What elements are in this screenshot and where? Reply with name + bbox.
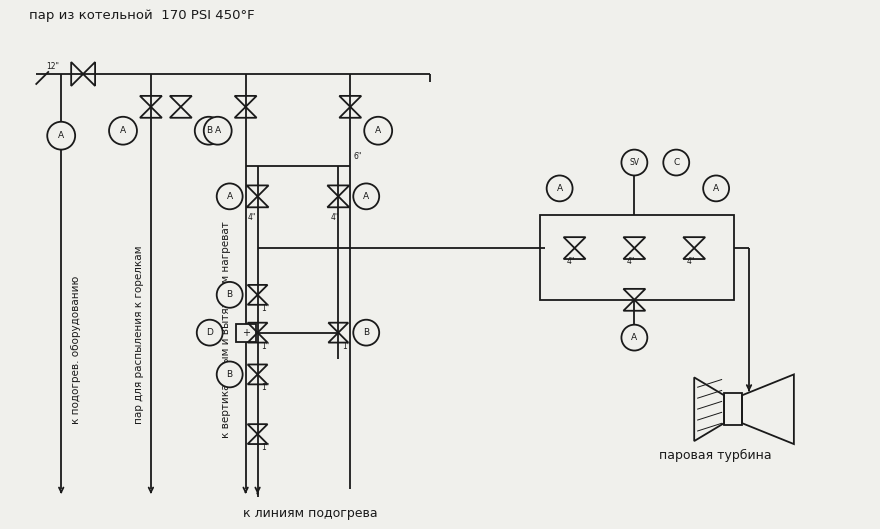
Text: +: + bbox=[242, 327, 250, 338]
Text: B: B bbox=[227, 370, 232, 379]
Text: A: A bbox=[556, 184, 562, 193]
Text: пар из котельной  170 PSI 450°F: пар из котельной 170 PSI 450°F bbox=[29, 10, 255, 22]
Text: A: A bbox=[631, 333, 637, 342]
Text: 4": 4" bbox=[330, 213, 339, 222]
Circle shape bbox=[204, 117, 231, 144]
Bar bbox=[236, 324, 255, 342]
Circle shape bbox=[194, 117, 223, 144]
Circle shape bbox=[48, 122, 75, 150]
Circle shape bbox=[546, 176, 573, 202]
Circle shape bbox=[621, 325, 648, 351]
Circle shape bbox=[216, 184, 243, 209]
Text: 4": 4" bbox=[686, 257, 694, 266]
Circle shape bbox=[216, 361, 243, 387]
Text: A: A bbox=[375, 126, 381, 135]
Text: 1": 1" bbox=[261, 384, 270, 393]
Text: A: A bbox=[227, 192, 232, 201]
Text: к вертикальным и вытяжным нагреват: к вертикальным и вытяжным нагреват bbox=[221, 221, 231, 438]
Circle shape bbox=[197, 320, 223, 345]
Text: 1": 1" bbox=[261, 304, 270, 313]
Text: D: D bbox=[206, 328, 213, 337]
Text: 1": 1" bbox=[342, 342, 350, 351]
Text: A: A bbox=[120, 126, 126, 135]
Text: к линиям подогрева: к линиям подогрева bbox=[243, 507, 378, 519]
Text: C: C bbox=[673, 158, 679, 167]
Text: B: B bbox=[363, 328, 370, 337]
Circle shape bbox=[109, 117, 137, 144]
Circle shape bbox=[664, 150, 689, 176]
Circle shape bbox=[353, 320, 379, 345]
Text: 6": 6" bbox=[353, 152, 362, 161]
Text: A: A bbox=[215, 126, 221, 135]
Bar bbox=[539, 215, 734, 300]
Text: 4": 4" bbox=[247, 213, 256, 222]
Text: A: A bbox=[713, 184, 719, 193]
Text: паровая турбина: паровая турбина bbox=[659, 449, 772, 462]
Bar bbox=[724, 394, 742, 425]
Text: B: B bbox=[206, 126, 212, 135]
Circle shape bbox=[353, 184, 379, 209]
Text: 4": 4" bbox=[567, 257, 575, 266]
Circle shape bbox=[703, 176, 730, 202]
Circle shape bbox=[364, 117, 392, 144]
Text: A: A bbox=[58, 131, 64, 140]
Text: 4": 4" bbox=[627, 257, 634, 266]
Text: B: B bbox=[227, 290, 232, 299]
Text: пар для распыления к горелкам: пар для распыления к горелкам bbox=[134, 245, 144, 424]
Text: SV: SV bbox=[629, 158, 640, 167]
Text: 12": 12" bbox=[47, 62, 59, 71]
Text: A: A bbox=[363, 192, 370, 201]
Text: 1": 1" bbox=[261, 342, 270, 351]
Text: 1": 1" bbox=[261, 443, 270, 452]
Circle shape bbox=[216, 282, 243, 308]
Text: к подогрев. оборудованию: к подогрев. оборудованию bbox=[71, 276, 81, 424]
Circle shape bbox=[621, 150, 648, 176]
